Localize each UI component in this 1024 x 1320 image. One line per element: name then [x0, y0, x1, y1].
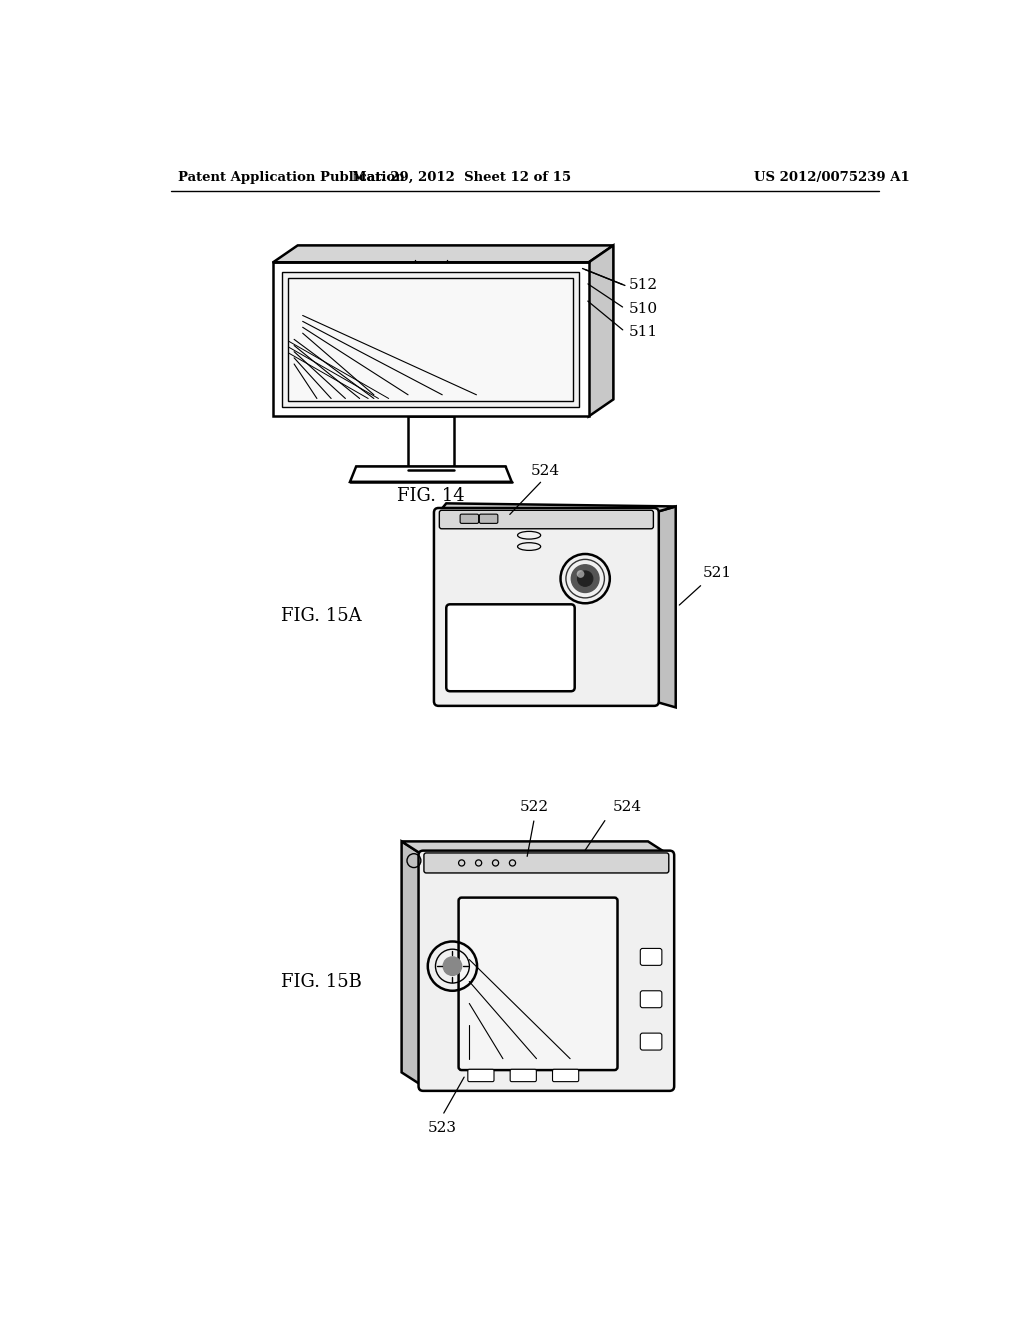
Circle shape: [578, 572, 593, 586]
Polygon shape: [283, 272, 580, 407]
FancyBboxPatch shape: [424, 853, 669, 873]
Polygon shape: [401, 841, 670, 855]
FancyBboxPatch shape: [640, 949, 662, 965]
Text: 511: 511: [629, 325, 657, 339]
Text: 512: 512: [629, 279, 657, 293]
FancyBboxPatch shape: [419, 850, 674, 1090]
FancyBboxPatch shape: [468, 1069, 494, 1081]
Text: US 2012/0075239 A1: US 2012/0075239 A1: [755, 172, 910, 185]
FancyBboxPatch shape: [446, 605, 574, 692]
Polygon shape: [350, 466, 512, 482]
Text: Mar. 29, 2012  Sheet 12 of 15: Mar. 29, 2012 Sheet 12 of 15: [352, 172, 571, 185]
FancyBboxPatch shape: [460, 515, 478, 524]
Circle shape: [571, 565, 599, 593]
Text: 524: 524: [612, 800, 642, 814]
Polygon shape: [438, 503, 676, 512]
Text: 522: 522: [520, 800, 549, 814]
Polygon shape: [273, 263, 589, 416]
FancyBboxPatch shape: [553, 1069, 579, 1081]
FancyBboxPatch shape: [459, 898, 617, 1071]
Polygon shape: [654, 507, 676, 708]
FancyBboxPatch shape: [439, 511, 653, 529]
Text: Patent Application Publication: Patent Application Publication: [178, 172, 406, 185]
Text: FIG. 15A: FIG. 15A: [281, 607, 361, 626]
Polygon shape: [589, 246, 613, 416]
Text: FIG. 14: FIG. 14: [397, 487, 465, 504]
Text: 524: 524: [530, 463, 559, 478]
FancyBboxPatch shape: [434, 508, 658, 706]
FancyBboxPatch shape: [479, 515, 498, 524]
Polygon shape: [401, 841, 423, 1086]
Circle shape: [577, 570, 585, 578]
Text: 523: 523: [428, 1121, 457, 1135]
Text: 521: 521: [702, 566, 732, 579]
Polygon shape: [408, 416, 454, 470]
FancyBboxPatch shape: [510, 1069, 537, 1081]
Text: 510: 510: [629, 301, 657, 315]
Circle shape: [443, 957, 462, 975]
FancyBboxPatch shape: [640, 1034, 662, 1051]
Polygon shape: [298, 246, 613, 400]
Polygon shape: [289, 277, 573, 401]
Polygon shape: [273, 246, 613, 263]
FancyBboxPatch shape: [640, 991, 662, 1007]
Text: FIG. 15B: FIG. 15B: [281, 973, 361, 991]
